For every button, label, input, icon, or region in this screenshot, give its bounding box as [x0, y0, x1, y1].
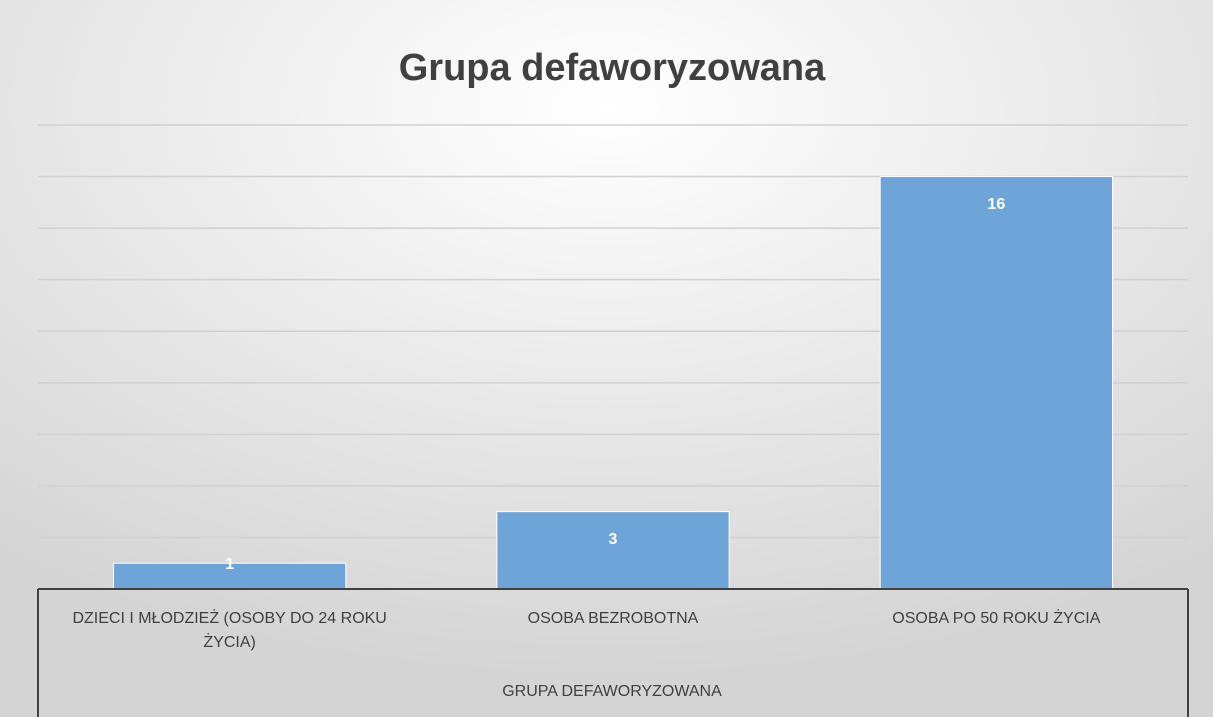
chart-title: Grupa defaworyzowana — [399, 47, 826, 89]
x-tick-label-box: OSOBA PO 50 ROKU ŻYCIA — [892, 610, 1101, 627]
bar — [496, 511, 730, 590]
x-tick-label-box: DZIECI I MŁODZIEŻ (OSOBY DO 24 ROKU ŻYCI… — [72, 610, 387, 651]
x-tick-label: DZIECI I MŁODZIEŻ (OSOBY DO 24 ROKU ŻYCI… — [72, 610, 387, 651]
x-axis-label: GRUPA DEFAWORYZOWANA — [502, 683, 722, 700]
x-tick-label: OSOBA BEZROBOTNA — [527, 610, 699, 627]
x-tick-label: OSOBA PO 50 ROKU ŻYCIA — [892, 610, 1101, 627]
x-tick-label-box: OSOBA BEZROBOTNA — [527, 610, 699, 627]
data-label: 16 — [987, 196, 1005, 213]
data-label: 1 — [225, 556, 234, 573]
data-label: 3 — [609, 531, 618, 548]
bar — [113, 562, 347, 590]
bar — [879, 176, 1113, 590]
